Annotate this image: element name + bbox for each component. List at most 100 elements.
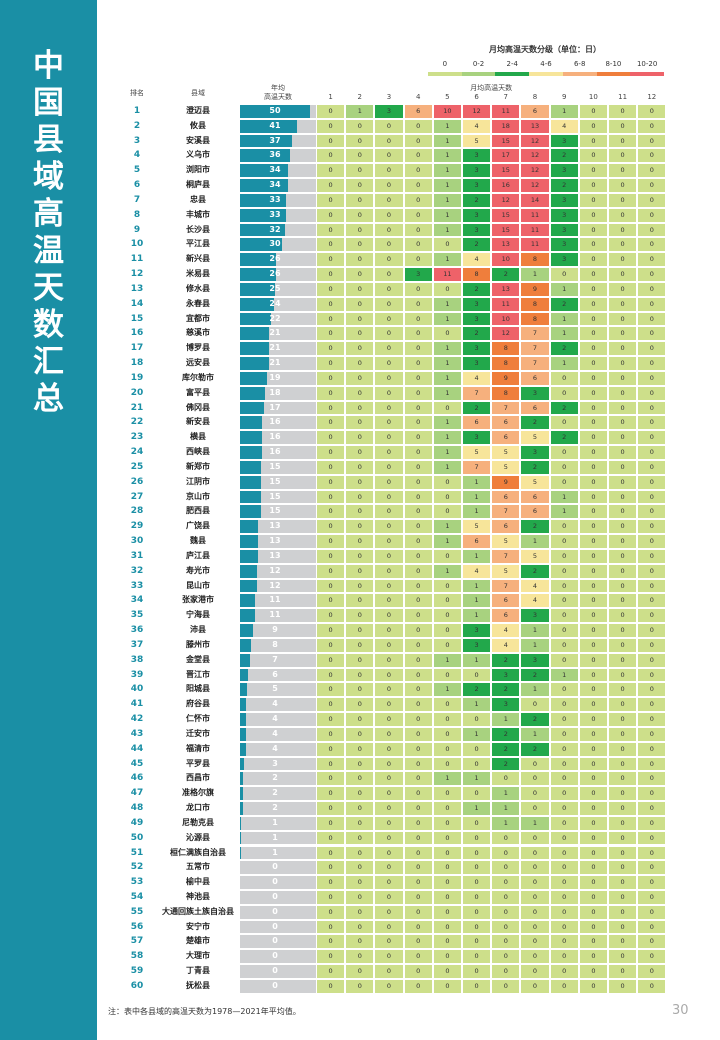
month-cell: 0: [637, 801, 667, 816]
month-cell: 1: [432, 445, 462, 460]
month-cell: 0: [637, 326, 667, 342]
month-cell: 1: [432, 311, 462, 327]
month-cell: 0: [491, 904, 521, 920]
bar: [240, 297, 274, 311]
month-cell: 0: [637, 756, 667, 772]
month-cell: 0: [345, 830, 375, 846]
month-cell: 0: [578, 830, 608, 846]
month-cell: 0: [520, 964, 550, 979]
rank: 31: [130, 550, 144, 561]
month-cell: 0: [403, 578, 433, 594]
county: 江阴市: [186, 476, 210, 486]
county: 富平县: [186, 387, 210, 397]
rank: 43: [130, 728, 144, 739]
month-cell: 8: [491, 356, 521, 371]
county: 攸县: [190, 120, 206, 130]
month-cell: 1: [432, 370, 462, 386]
month-cell: 2: [549, 430, 579, 446]
rank: 48: [130, 803, 144, 813]
month-cell: 1: [491, 786, 521, 801]
month-cell: 0: [578, 978, 608, 994]
month-cell: 0: [578, 667, 608, 683]
month-cell: 0: [316, 148, 346, 164]
month-cell: 0: [578, 252, 608, 268]
month-cell: 7: [520, 326, 550, 342]
month-cell: 0: [403, 593, 433, 609]
month-cell: 1: [549, 104, 579, 119]
month-cell: 12: [520, 148, 550, 164]
county: 横县: [190, 432, 206, 442]
bar-bg: [240, 535, 316, 548]
month-cell: 0: [549, 267, 579, 282]
rank: 55: [130, 906, 144, 917]
month-cell: 0: [578, 578, 608, 594]
month-cell: 0: [549, 964, 579, 979]
month-cell: 0: [462, 786, 492, 801]
month-cell: 0: [345, 445, 375, 460]
month-cell: 0: [345, 415, 375, 431]
month-cell: 0: [491, 949, 521, 965]
month-cell: 3: [462, 148, 492, 164]
rank: 10: [130, 239, 144, 250]
month-cell: 0: [578, 860, 608, 876]
month-cell: 0: [637, 904, 667, 920]
rank: 5: [133, 165, 141, 176]
month-cell: 2: [462, 192, 492, 208]
rank: 33: [130, 580, 144, 591]
county: 沛县: [190, 625, 206, 635]
month-cell: 1: [462, 608, 492, 624]
bar: [240, 609, 256, 623]
month-cell: 0: [403, 252, 433, 268]
month-cell: 17: [491, 148, 521, 164]
month-cell: 3: [462, 356, 492, 371]
month-cell: 0: [316, 133, 346, 149]
county: 五常市: [186, 862, 210, 872]
month-cell: 8: [520, 311, 550, 327]
month-cell: 11: [432, 267, 462, 282]
month-cell: 0: [608, 504, 638, 520]
county: 龙口市: [186, 803, 210, 812]
bar-bg: [240, 861, 316, 875]
month-cell: 0: [549, 385, 579, 401]
month-cell: 1: [549, 311, 579, 327]
annual-value: 8: [272, 639, 278, 649]
bar: [240, 727, 246, 741]
month-cell: 0: [608, 919, 638, 935]
month-cell: 1: [462, 548, 492, 564]
month-cell: 0: [637, 104, 667, 119]
month-cell: 0: [374, 578, 404, 594]
month-cell: 0: [316, 741, 346, 757]
month-cell: 0: [403, 459, 433, 475]
county: 楚雄市: [186, 936, 210, 946]
month-cell: 0: [578, 771, 608, 787]
month-cell: 0: [549, 756, 579, 772]
month-cell: 0: [403, 949, 433, 965]
month-cell: 0: [549, 741, 579, 757]
annual-value: 0: [272, 921, 278, 931]
month-cell: 3: [462, 341, 492, 357]
month-cell: 0: [578, 652, 608, 668]
month-cell: 0: [608, 830, 638, 846]
month-cell: 0: [316, 400, 346, 416]
month-cell: 1: [549, 281, 579, 297]
month-cell: 9: [520, 281, 550, 297]
month-cell: 0: [345, 964, 375, 979]
bar: [240, 520, 259, 534]
month-cell: 0: [403, 608, 433, 624]
month-cell: 0: [374, 356, 404, 371]
bar: [240, 164, 288, 178]
month-cell: 0: [432, 964, 462, 979]
month-cell: 0: [578, 608, 608, 624]
month-cell: 0: [520, 771, 550, 787]
month-cell: 1: [462, 697, 492, 713]
annual-value: 13: [269, 521, 281, 531]
month-cell: 0: [374, 326, 404, 342]
month-cell: 0: [549, 949, 579, 965]
month-cell: 4: [491, 623, 521, 638]
bar: [240, 134, 292, 148]
rank: 15: [130, 313, 144, 324]
month-cell: 0: [520, 875, 550, 890]
month-cell: 0: [345, 904, 375, 920]
annual-value: 5: [272, 684, 278, 694]
month-cell: 1: [432, 222, 462, 238]
